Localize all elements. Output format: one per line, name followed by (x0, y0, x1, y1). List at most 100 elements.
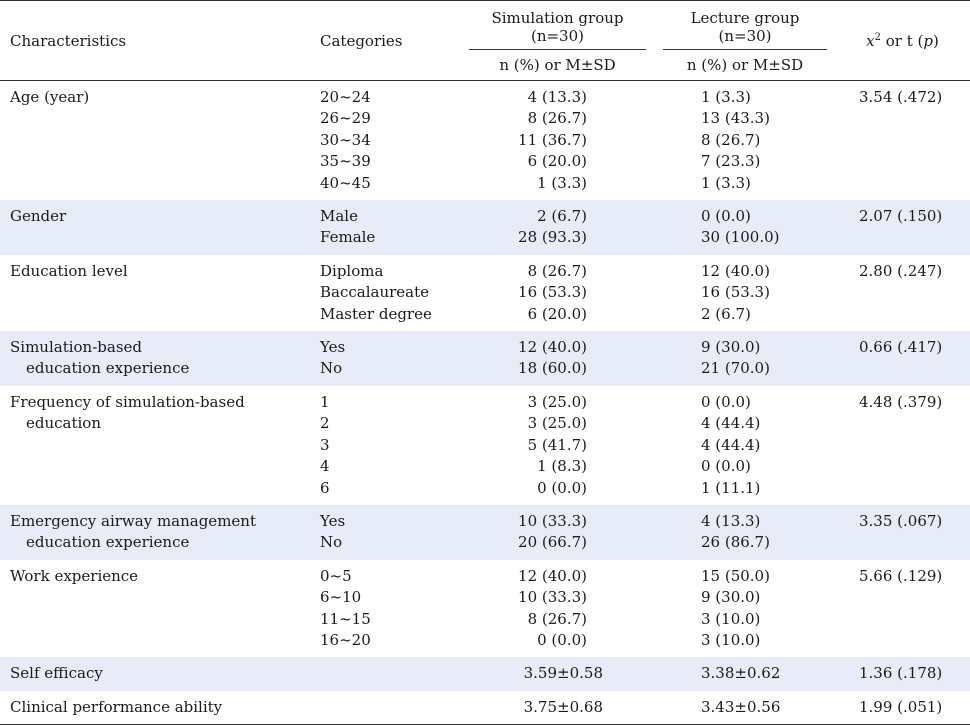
header-stat-x: x (866, 31, 875, 50)
cell-simulation-line: 3 (25.0) (527, 392, 587, 411)
cell-category-line: No (320, 359, 343, 378)
cell-category: Yes No (310, 504, 460, 560)
table-row: Education level Diploma Baccalaureate Maste… (0, 255, 970, 331)
cell-lecture-line: 1 (11.1) (701, 478, 761, 497)
cell-lecture: 0 (0.0) 4 (44.4) 4 (44.4) 0 (0.0) 1 (11.1) (655, 386, 835, 505)
cell-characteristic: Gender (0, 200, 310, 255)
cell-lecture-line: 15 (50.0) (701, 566, 770, 585)
table-row: Self efficacy 3.59±0.58 3.38±0.62 1.36 (.17… (0, 657, 970, 691)
cell-simulation-line: 3 (25.0) (527, 414, 587, 433)
cell-statistic: 5.66 (.129) (859, 566, 943, 585)
cell-simulation-line: 6 (20.0) (527, 152, 587, 171)
cell-characteristic: Emergency airway management education exp… (0, 504, 310, 560)
cell-lecture: 15 (50.0) 9 (30.0) 3 (10.0) 3 (10.0) (655, 560, 835, 658)
cell-lecture-line: 1 (3.3) (701, 173, 751, 192)
cell-lecture-line: 4 (13.3) (701, 511, 761, 530)
cell-simulation-line: 0 (0.0) (537, 630, 587, 649)
cell-category-line: 1 (320, 392, 330, 411)
cell-category-line: 26~29 (320, 109, 371, 128)
cell-statistic: 1.99 (.051) (835, 690, 970, 725)
cell-simulation-line: 11 (36.7) (518, 130, 587, 149)
cell-simulation-line: 1 (3.3) (537, 173, 587, 192)
header-simulation-group: Simulation group (n=30) (460, 1, 655, 52)
cell-simulation-line: 8 (26.7) (527, 109, 587, 128)
header-stat-p: p (923, 31, 933, 50)
cell-lecture-line: 0 (0.0) (701, 457, 751, 476)
cell-lecture-line: 4 (44.4) (701, 435, 761, 454)
table-row: Clinical performance ability 3.75±0.68 3.4… (0, 690, 970, 725)
cell-category: Yes No (310, 331, 460, 386)
cell-category-line: Male (320, 207, 358, 226)
table-row: Age (year) 20~24 26~29 30~34 35~39 40~45 4 (13… (0, 81, 970, 201)
cell-category-line: 20~24 (320, 88, 371, 106)
cell-category: Male Female (310, 200, 460, 255)
cell-category-line: 16~20 (320, 630, 371, 649)
cell-characteristic-line: Clinical performance ability (10, 697, 223, 716)
cell-lecture-line: 2 (6.7) (701, 304, 751, 323)
cell-characteristic-line: education (26, 414, 101, 433)
table-row: Work experience 0~5 6~10 11~15 16~20 12 (40.0… (0, 560, 970, 658)
header-lec-label: Lecture group (690, 9, 800, 27)
cell-category (310, 690, 460, 725)
cell-simulation-line: 3.75±0.68 (523, 697, 603, 716)
cell-category-line: Female (320, 228, 376, 247)
table-row: Frequency of simulation-based education 1 2… (0, 386, 970, 505)
cell-lecture: 4 (13.3) 26 (86.7) (655, 504, 835, 560)
cell-statistic: 0.66 (.417) (835, 331, 970, 386)
cell-simulation: 3 (25.0) 3 (25.0) 5 (41.7) 1 (8.3) 0 (0.0) (460, 386, 655, 505)
cell-characteristic: Frequency of simulation-based education (0, 386, 310, 505)
cell-simulation-line: 1 (8.3) (537, 457, 587, 476)
header-lecture-group: Lecture group (n=30) (655, 1, 835, 52)
cell-category-line: No (320, 533, 343, 552)
table-header: Characteristics Categories Simulation gr… (0, 0, 970, 81)
header-stat-end: ) (932, 31, 939, 50)
cell-statistic: 2.80 (.247) (859, 261, 943, 280)
cell-lecture: 1 (3.3) 13 (43.3) 8 (26.7) 7 (23.3) 1 (3.3) (655, 81, 835, 201)
table-row: Emergency airway management education exp… (0, 504, 970, 560)
cell-category-line: 2 (320, 414, 330, 433)
cell-simulation-line: 20 (66.7) (518, 533, 587, 552)
cell-characteristic-line: Age (year) (10, 88, 90, 106)
header-sim-sub: n (%) or M±SD (460, 51, 655, 81)
cell-simulation: 3.59±0.58 (460, 657, 655, 691)
cell-simulation-line: 8 (26.7) (527, 609, 587, 628)
cell-lecture-line: 30 (100.0) (701, 228, 780, 247)
cell-category-line: Master degree (320, 304, 432, 323)
cell-lecture: 3.43±0.56 (655, 690, 835, 725)
cell-characteristic-line: Simulation-based (10, 338, 143, 357)
cell-lecture-line: 4 (44.4) (701, 414, 761, 433)
cell-category-line: Yes (320, 338, 346, 357)
cell-characteristic: Self efficacy (0, 657, 310, 691)
cell-statistic: 4.48 (.379) (859, 392, 943, 411)
cell-statistic: 2.07 (.150) (835, 200, 970, 255)
cell-simulation: 12 (40.0) 10 (33.3) 8 (26.7) 0 (0.0) (460, 560, 655, 658)
cell-category-line: 35~39 (320, 152, 371, 171)
cell-category: 0~5 6~10 11~15 16~20 (310, 560, 460, 658)
cell-characteristic: Clinical performance ability (0, 690, 310, 725)
cell-simulation-line: 2 (6.7) (537, 207, 587, 226)
cell-statistic: 1.36 (.178) (835, 657, 970, 691)
cell-characteristic-line: education experience (26, 359, 190, 378)
cell-lecture: 0 (0.0) 30 (100.0) (655, 200, 835, 255)
cell-simulation-line: 4 (13.3) (527, 88, 587, 106)
cell-category: Diploma Baccalaureate Master degree (310, 255, 460, 331)
cell-simulation: 12 (40.0) 18 (60.0) (460, 331, 655, 386)
cell-simulation: 3.75±0.68 (460, 690, 655, 725)
cell-simulation-line: 12 (40.0) (518, 566, 587, 585)
cell-lecture-line: 9 (30.0) (701, 338, 761, 357)
header-categories: Categories (310, 0, 460, 81)
cell-simulation-line: 6 (20.0) (527, 304, 587, 323)
header-characteristics: Characteristics (0, 0, 310, 81)
cell-category-line: 6~10 (320, 588, 362, 607)
table-body: Age (year) 20~24 26~29 30~34 35~39 40~45 4 (13… (0, 81, 970, 725)
cell-lecture-line: 13 (43.3) (701, 109, 770, 128)
header-stat-sup: 2 (874, 31, 881, 43)
cell-statistic: 3.35 (.067) (835, 504, 970, 560)
cell-category-line: 6 (320, 478, 330, 497)
cell-lecture-line: 3.38±0.62 (701, 664, 781, 683)
cell-characteristic-line: Emergency airway management (10, 511, 256, 530)
cell-characteristic: Age (year) (0, 81, 310, 201)
cell-category-line: 40~45 (320, 173, 371, 192)
header-statistic: x2 or t (p) (835, 0, 970, 81)
